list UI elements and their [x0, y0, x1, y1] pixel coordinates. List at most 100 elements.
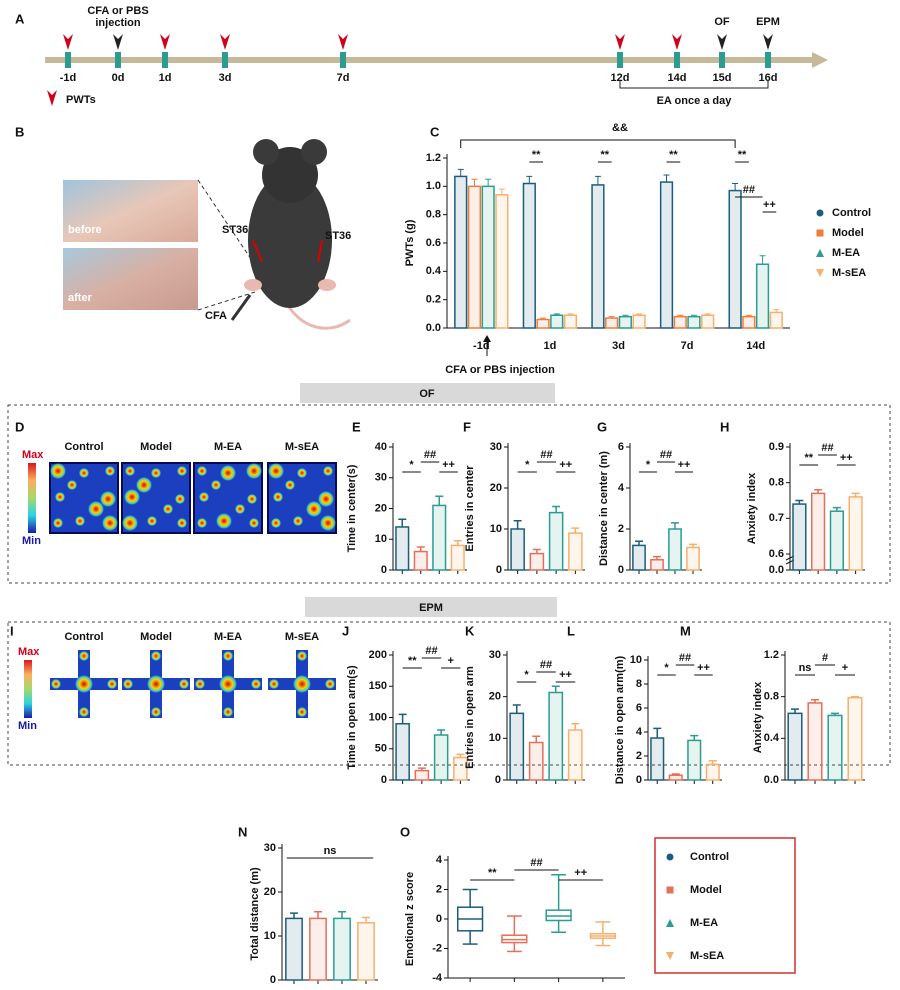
injection-arrowhead [483, 335, 491, 342]
y-axis-label: Distance in center (m) [598, 451, 610, 566]
y-tick-label: 0 [381, 774, 387, 786]
y-axis-label: Time in center(s) [346, 464, 358, 552]
bar [668, 774, 683, 781]
heat-spot [175, 494, 185, 504]
error-bar [690, 734, 699, 741]
y-tick-label: 100 [369, 711, 387, 723]
y-tick-label: 1.0 [426, 180, 441, 192]
heat-spot [318, 491, 334, 507]
y-tick-label: 2 [636, 750, 642, 762]
photo-label: after [68, 292, 93, 304]
colorbar [24, 660, 32, 718]
bar [848, 496, 863, 571]
error-bar [653, 727, 662, 738]
y-tick-label: 0.6 [426, 237, 441, 249]
bar [567, 729, 583, 781]
error-bar [677, 314, 684, 317]
bar [550, 314, 564, 329]
significance-label: ## [540, 659, 552, 671]
error-bar [513, 520, 522, 529]
bar [548, 511, 564, 571]
legend-marker [666, 919, 674, 927]
significance-label: ** [738, 149, 747, 161]
y-tick-label: 20 [264, 886, 276, 898]
heat-spot [211, 480, 221, 490]
section-header [305, 597, 557, 617]
heatmap-label: Control [64, 441, 103, 453]
legend-label: M-EA [832, 247, 860, 259]
acupoint-label: ST36 [222, 224, 248, 236]
error-bar [851, 695, 859, 698]
significance-label: ++ [840, 452, 853, 464]
error-bar [553, 313, 560, 316]
heat-spot [179, 679, 189, 689]
legend-marker [666, 853, 674, 861]
significance-label: ++ [559, 669, 572, 681]
ea-label: EA once a day [657, 95, 733, 107]
bar [618, 315, 632, 329]
error-bar [398, 713, 407, 724]
day-label: 15d [713, 72, 732, 84]
heat-spot [105, 466, 115, 476]
section-title: EPM [419, 602, 443, 614]
heat-spot [75, 675, 93, 693]
y-tick-label: 0.0 [769, 564, 784, 576]
heat-spot [268, 463, 284, 479]
bar [673, 315, 687, 329]
heat-spot [177, 466, 187, 476]
y-tick-label: 30 [490, 441, 502, 453]
photo-after [63, 248, 198, 310]
bar [755, 263, 770, 329]
significance-label: ns [799, 662, 812, 674]
significance-label: + [842, 662, 848, 674]
error-bar [653, 555, 661, 560]
heat-spot [147, 675, 165, 693]
bar [510, 528, 525, 571]
day-label: -1d [60, 72, 77, 84]
error-bar [571, 527, 580, 534]
bar [659, 181, 674, 329]
event-arrow [763, 34, 773, 50]
heat-spot [216, 513, 232, 529]
legend-marker [666, 886, 674, 894]
legend-label: Model [690, 884, 722, 896]
y-tick-label: 0.7 [769, 512, 784, 524]
bar [701, 314, 715, 329]
heat-spot [147, 516, 157, 526]
error-bar [571, 723, 580, 730]
day-label: 3d [219, 72, 232, 84]
significance-label: ** [804, 452, 813, 464]
syringe [230, 294, 252, 321]
mouse-tail [283, 299, 351, 330]
error-bar [851, 492, 860, 497]
bar [632, 544, 646, 571]
legend-label: M-sEA [690, 950, 724, 962]
event-arrow [717, 34, 727, 50]
y-tick-label: 0 [618, 564, 624, 576]
significance-bracket [460, 139, 736, 148]
heat-spot [271, 518, 281, 528]
error-bar [551, 685, 560, 693]
y-tick-label: 2 [436, 883, 442, 895]
heat-spot [220, 465, 236, 481]
heat-spot [107, 679, 117, 689]
heat-spot [293, 516, 303, 526]
y-tick-label: 0.4 [764, 732, 780, 744]
error-bar [795, 499, 804, 505]
x-tick-label: 3d [612, 340, 625, 352]
heat-spot [297, 651, 307, 661]
y-tick-label: -2 [432, 942, 442, 954]
bar [605, 317, 619, 329]
y-tick-label: 20 [375, 502, 387, 514]
significance-label: ns [324, 845, 337, 857]
of-label: OF [714, 16, 730, 28]
y-tick-label: 10 [630, 654, 642, 666]
bar [807, 702, 823, 781]
heat-spot [223, 651, 233, 661]
bar [742, 315, 756, 329]
error-bar [457, 168, 464, 177]
y-tick-label: 6 [618, 441, 624, 453]
bar [309, 917, 327, 981]
y-tick-label: 20 [490, 482, 502, 494]
